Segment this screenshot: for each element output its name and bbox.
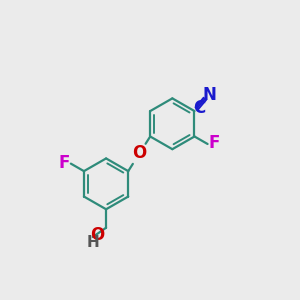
Text: O: O xyxy=(132,144,146,162)
Text: O: O xyxy=(90,226,104,244)
Text: F: F xyxy=(59,154,70,172)
Text: C: C xyxy=(193,99,205,117)
Text: N: N xyxy=(203,86,217,104)
Text: F: F xyxy=(208,134,220,152)
Text: H: H xyxy=(87,235,100,250)
